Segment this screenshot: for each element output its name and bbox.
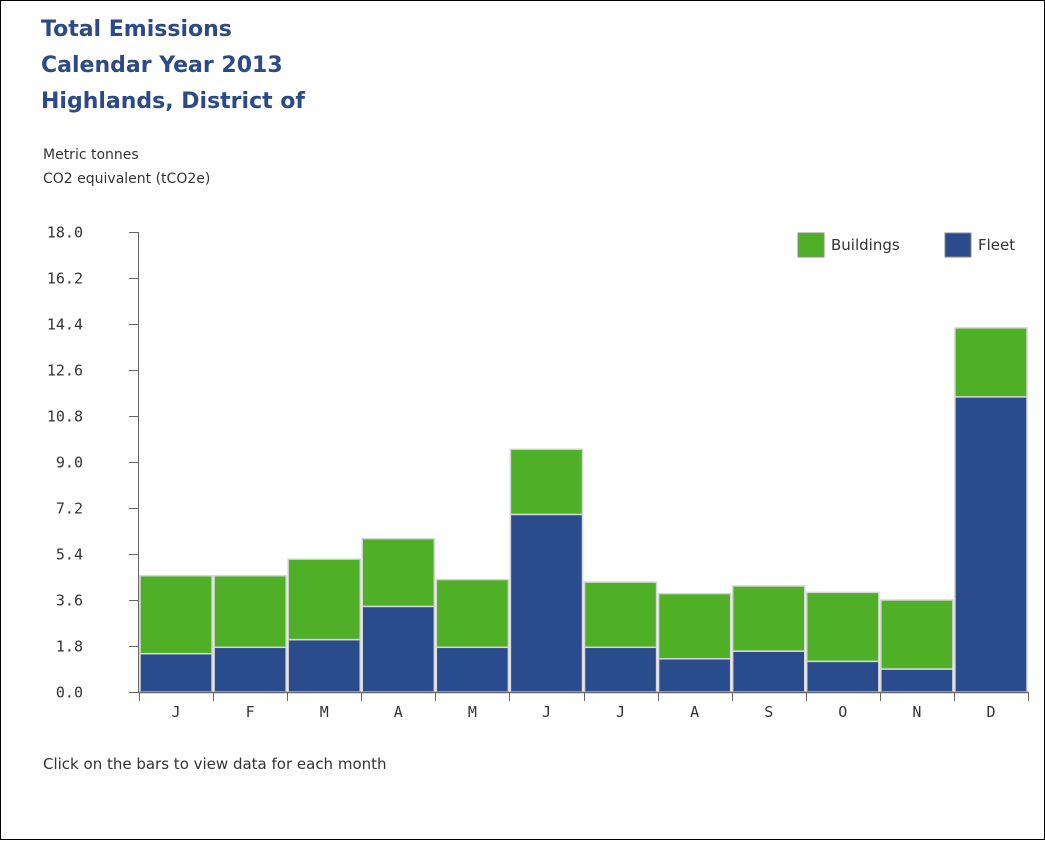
x-tick-label: J: [172, 703, 181, 721]
chart-title-line-2: Calendar Year 2013: [41, 53, 283, 78]
y-unit-label-line-2: CO2 equivalent (tCO2e): [43, 171, 211, 187]
bar-buildings-10[interactable]: [806, 591, 880, 663]
x-tick-label: M: [468, 703, 477, 721]
bar-buildings-6[interactable]: [509, 448, 584, 516]
y-tick-label: 16.2: [47, 270, 83, 288]
x-tick-label: J: [616, 703, 625, 721]
x-tick-label: A: [394, 703, 403, 721]
bar-fleet-7[interactable]: [583, 646, 658, 693]
y-tick-label: 14.4: [47, 316, 83, 334]
bar-buildings-8[interactable]: [657, 592, 732, 660]
bar-fleet-9[interactable]: [731, 650, 806, 693]
legend-swatch-fleet: [944, 232, 972, 258]
y-unit-label-line-1: Metric tonnes: [43, 147, 139, 163]
bar-buildings-4[interactable]: [361, 537, 436, 608]
bar-buildings-1[interactable]: [139, 574, 213, 655]
bar-buildings-3[interactable]: [287, 558, 361, 641]
bar-buildings-12[interactable]: [954, 327, 1028, 398]
legend-label-fleet: Fleet: [978, 236, 1015, 254]
bar-fleet-12[interactable]: [954, 396, 1028, 693]
x-tick-label: D: [986, 703, 995, 721]
y-tick-label: 5.4: [56, 546, 83, 564]
chart-footnote: Click on the bars to view data for each …: [43, 755, 387, 773]
bar-buildings-7[interactable]: [583, 581, 658, 649]
bar-fleet-10[interactable]: [806, 660, 880, 693]
y-tick-label: 9.0: [56, 454, 83, 472]
x-tick-label: O: [838, 703, 847, 721]
bar-fleet-11[interactable]: [880, 668, 954, 693]
x-tick-label: M: [320, 703, 329, 721]
bar-fleet-3[interactable]: [287, 638, 361, 693]
legend-swatch-buildings: [797, 232, 825, 258]
bar-buildings-9[interactable]: [731, 585, 806, 652]
y-tick-label: 12.6: [47, 362, 83, 380]
x-tick-label: S: [764, 703, 773, 721]
y-tick-label: 3.6: [56, 592, 83, 610]
bar-buildings-11[interactable]: [880, 599, 954, 670]
y-tick-label: 1.8: [56, 638, 83, 656]
chart-title-line-1: Total Emissions: [41, 17, 232, 42]
chart-title-line-3: Highlands, District of: [41, 89, 305, 114]
bar-fleet-4[interactable]: [361, 605, 436, 693]
bar-buildings-5[interactable]: [435, 578, 510, 649]
y-tick-label: 18.0: [47, 224, 83, 242]
bar-fleet-8[interactable]: [657, 658, 732, 693]
y-tick-label: 0.0: [56, 684, 83, 702]
y-tick-label: 7.2: [56, 500, 83, 518]
legend-label-buildings: Buildings: [831, 236, 900, 254]
bar-fleet-2[interactable]: [213, 646, 287, 693]
y-tick-label: 10.8: [47, 408, 83, 426]
bar-fleet-6[interactable]: [509, 513, 584, 693]
bar-buildings-2[interactable]: [213, 574, 287, 649]
x-tick-label: F: [246, 703, 255, 721]
bar-fleet-5[interactable]: [435, 646, 510, 693]
x-tick-label: N: [912, 703, 921, 721]
x-tick-label: A: [690, 703, 699, 721]
bar-fleet-1[interactable]: [139, 652, 213, 693]
x-tick-label: J: [542, 703, 551, 721]
